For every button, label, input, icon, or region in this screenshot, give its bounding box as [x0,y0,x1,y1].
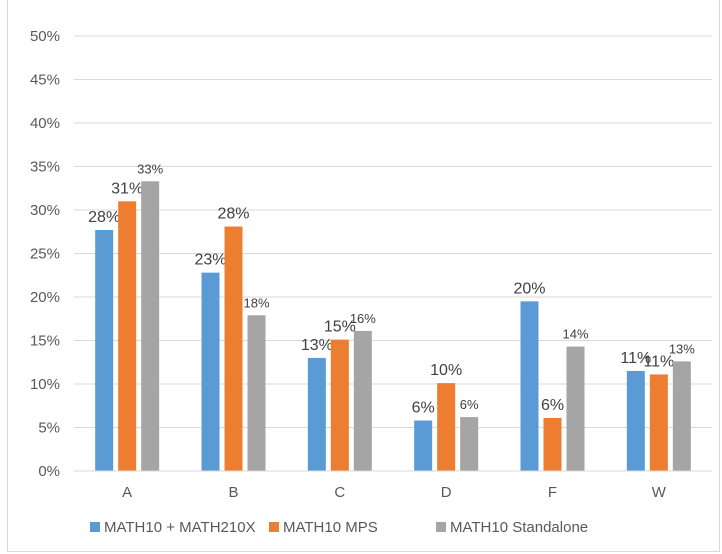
legend-swatch [436,522,446,532]
data-label: 15% [324,319,356,336]
bar [520,301,539,471]
data-label: 31% [111,180,143,197]
bar [672,361,691,471]
y-tick-label: 30% [30,202,60,219]
legend-label: MATH10 + MATH210X [104,519,256,536]
bar [95,230,114,471]
bar [201,272,220,471]
y-tick-label: 10% [30,376,60,393]
data-label: 6% [460,397,479,412]
data-label: 33% [137,161,163,176]
bar [414,420,433,471]
bar [224,226,243,471]
bar [353,330,372,471]
bar [437,383,456,471]
legend-label: MATH10 MPS [283,519,378,536]
x-tick-label: F [548,484,557,501]
data-label: 11% [620,350,651,367]
bar [141,181,160,472]
bar [307,357,326,471]
data-label: 14% [562,327,588,342]
y-tick-label: 35% [30,159,60,176]
data-label: 13% [669,341,695,356]
x-tick-label: W [652,484,667,501]
data-label: 18% [243,295,269,310]
bar [626,370,645,471]
bar [543,417,562,471]
data-label: 6% [541,397,564,414]
bar [460,417,479,471]
bar [566,346,585,471]
data-label: 16% [350,311,376,326]
bar [330,339,349,471]
x-tick-label: B [228,484,238,501]
legend-swatch [269,522,279,532]
y-tick-label: 25% [30,246,60,263]
x-tick-label: D [441,484,452,501]
y-tick-label: 0% [38,463,60,480]
legend-label: MATH10 Standalone [450,519,588,536]
y-tick-label: 15% [30,333,60,350]
x-tick-label: A [122,484,132,501]
bar [247,315,266,471]
data-label: 6% [412,400,435,417]
y-tick-label: 20% [30,289,60,306]
data-label: 23% [194,252,226,269]
data-label: 20% [513,280,545,297]
bar [118,201,137,472]
y-tick-label: 5% [38,420,60,437]
data-label: 13% [301,337,333,354]
data-label: 11% [643,353,674,370]
data-label: 28% [88,209,120,226]
y-tick-label: 50% [30,28,60,45]
y-tick-label: 40% [30,115,60,132]
data-label: 28% [217,206,249,223]
data-label: 10% [430,362,462,379]
legend-swatch [90,522,100,532]
bar [649,374,668,471]
y-tick-label: 45% [30,72,60,89]
x-tick-label: C [334,484,345,501]
